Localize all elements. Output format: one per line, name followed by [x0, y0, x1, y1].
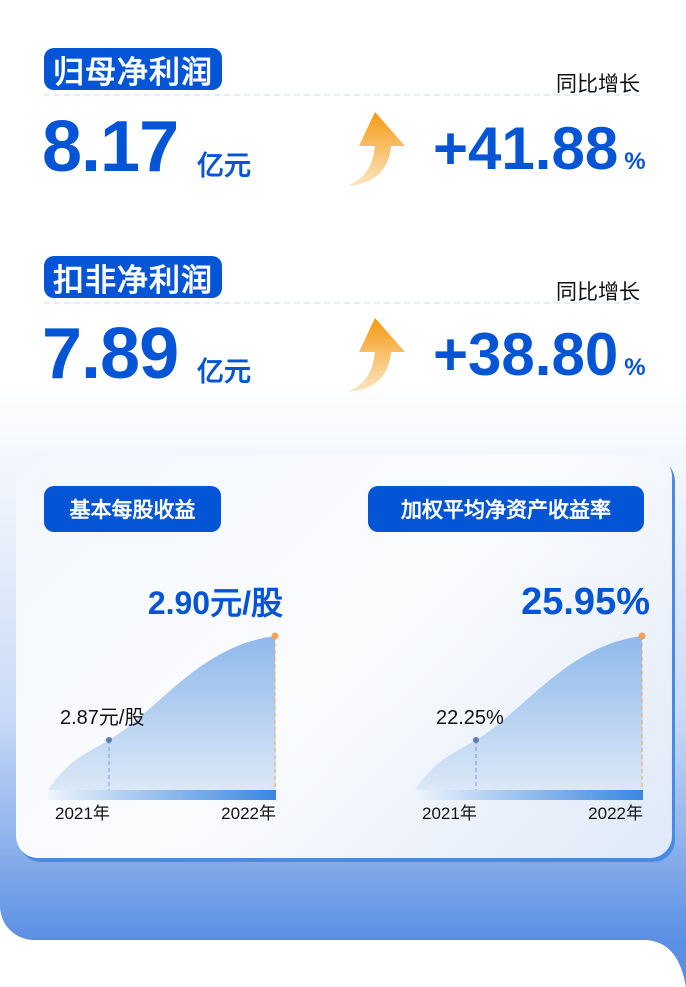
- area-series: [415, 636, 643, 790]
- data-label: 2.87元/股: [60, 707, 144, 729]
- growth-rate: +38.80%: [433, 320, 646, 389]
- up-arrow-icon: [347, 112, 405, 186]
- area-series: [48, 636, 276, 790]
- x-tick-label: 2021年: [55, 804, 110, 823]
- data-point: [271, 632, 279, 640]
- x-tick-label: 2022年: [221, 804, 276, 823]
- growth-value: +41.88: [433, 115, 619, 182]
- metric-value: 8.17: [42, 107, 179, 187]
- data-label: 22.25%: [436, 707, 504, 729]
- metric-value: 7.89: [42, 314, 179, 394]
- metric-unit: 亿元: [197, 357, 251, 387]
- x-tick-label: 2021年: [422, 804, 477, 823]
- metric-unit: 亿元: [197, 151, 251, 181]
- growth-rate: +41.88%: [433, 114, 646, 183]
- growth-value: +38.80: [433, 321, 619, 388]
- chart-title-badge: 加权平均净资产收益率: [368, 486, 644, 532]
- chart-title-badge: 基本每股收益: [44, 486, 221, 532]
- x-axis-bar: [415, 790, 643, 800]
- data-label: 25.95%: [521, 581, 650, 623]
- growth-unit: %: [624, 148, 646, 175]
- up-arrow-icon: [347, 318, 405, 392]
- metric-title-badge: 归母净利润: [44, 48, 222, 90]
- yoy-label: 同比增长: [556, 73, 640, 96]
- growth-unit: %: [624, 354, 646, 381]
- data-point: [638, 632, 646, 640]
- metric-title-badge: 扣非净利润: [44, 256, 222, 298]
- divider: [44, 302, 640, 304]
- data-label: 2.90元/股: [148, 585, 283, 621]
- yoy-label: 同比增长: [556, 281, 640, 304]
- x-axis-bar: [48, 790, 276, 800]
- data-point: [473, 737, 479, 743]
- data-point: [106, 737, 112, 743]
- x-tick-label: 2022年: [588, 804, 643, 823]
- divider: [44, 94, 640, 96]
